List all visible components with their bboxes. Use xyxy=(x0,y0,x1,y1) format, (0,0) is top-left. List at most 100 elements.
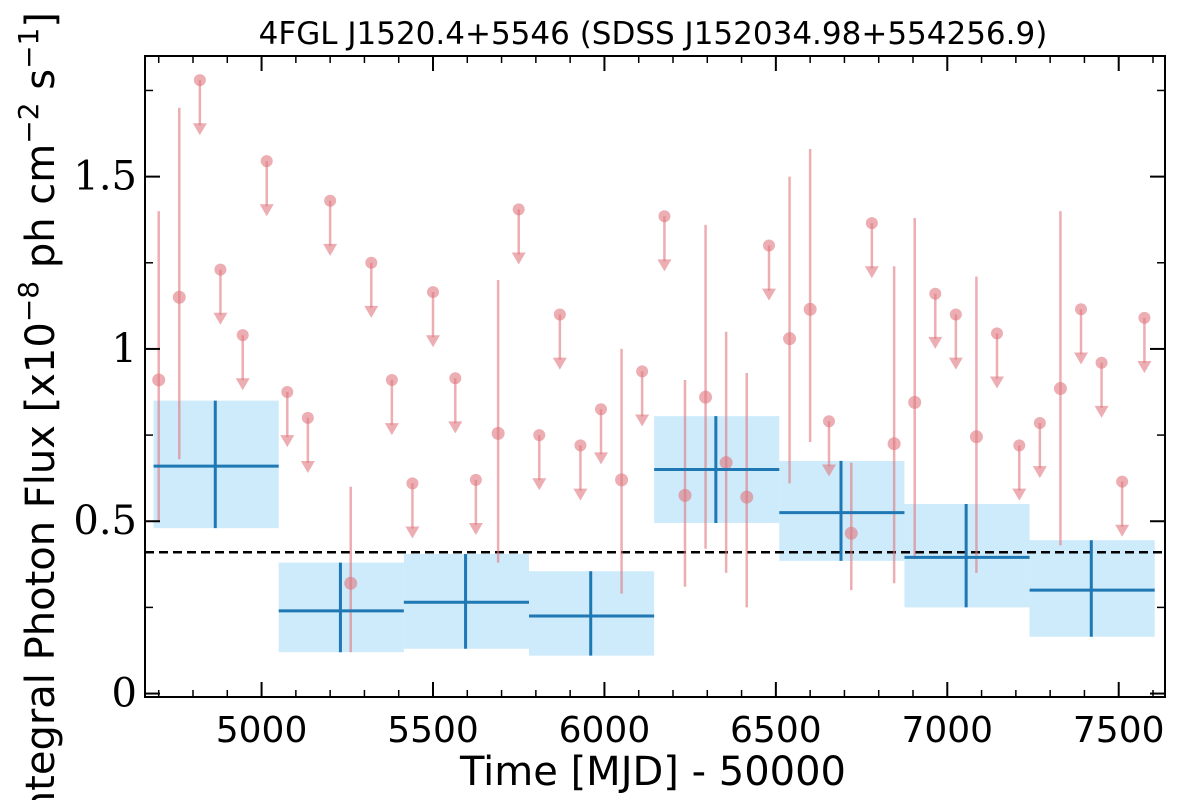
upper-limit-marker xyxy=(214,263,227,276)
upper-limit-marker xyxy=(553,308,566,321)
upper-limit-arrow xyxy=(364,305,379,318)
upper-limit-marker xyxy=(512,203,525,216)
upper-limit-marker xyxy=(1033,417,1046,430)
y-axis-label: Integral Photon Flux [x10−8 ph cm−2 s−1] xyxy=(12,12,64,800)
chart-title: 4FGL J1520.4+5546 (SDSS J152034.98+55425… xyxy=(259,16,1048,52)
fine-point-marker xyxy=(783,332,797,346)
fine-point-marker xyxy=(172,290,186,304)
y-axis-label-exp2: −2 xyxy=(12,102,45,143)
upper-limit-marker xyxy=(595,403,607,416)
y-axis-label-exp3: −1 xyxy=(12,28,45,69)
upper-limit-arrow xyxy=(928,336,943,349)
upper-limit-arrow xyxy=(384,423,399,436)
plot-area xyxy=(145,74,1165,656)
upper-limit-arrow xyxy=(259,204,274,217)
x-tick-label: 5500 xyxy=(387,710,479,751)
upper-limit-marker xyxy=(193,74,206,87)
upper-limit-marker xyxy=(533,429,546,442)
upper-limit-marker xyxy=(385,373,398,386)
fine-point-marker xyxy=(908,395,922,409)
upper-limit-marker xyxy=(301,411,314,424)
y-axis-label-exp1: −8 xyxy=(12,281,45,322)
fine-point-marker xyxy=(615,473,629,487)
upper-limit-marker xyxy=(929,287,942,300)
upper-limit-marker xyxy=(1075,303,1087,316)
upper-limit-marker xyxy=(449,372,462,385)
upper-limit-marker xyxy=(260,155,273,168)
y-tick-label: 1.5 xyxy=(73,154,137,200)
upper-limit-marker xyxy=(991,327,1003,340)
upper-limit-marker xyxy=(574,439,587,452)
y-axis-label-mid: ph cm xyxy=(18,144,64,281)
fine-point-marker xyxy=(678,488,692,502)
axis-ticks: 5000 5500 6000 6500 7000 7500 0 0.5 1 1.5 xyxy=(73,56,1165,751)
upper-limit-marker xyxy=(324,194,337,207)
fine-point-marker xyxy=(1053,382,1067,396)
plot-frame xyxy=(144,55,1166,698)
upper-limit-arrow xyxy=(948,357,963,370)
upper-limit-arrow xyxy=(532,478,547,491)
fine-point-marker xyxy=(803,302,817,316)
fine-point-marker xyxy=(844,526,858,540)
upper-limit-arrow xyxy=(1074,352,1088,365)
upper-limit-arrow xyxy=(192,123,207,136)
upper-limit-marker xyxy=(1095,356,1108,369)
upper-limit-arrow xyxy=(405,526,420,539)
y-tick-label: 0 xyxy=(112,671,137,717)
upper-limit-marker xyxy=(469,473,482,486)
upper-limit-marker xyxy=(427,286,439,299)
upper-limit-arrow xyxy=(280,435,295,448)
x-tick-label: 7500 xyxy=(1073,710,1165,751)
x-tick-label: 5000 xyxy=(216,710,308,751)
upper-limit-arrow xyxy=(468,523,483,536)
upper-limit-arrow xyxy=(511,252,526,265)
upper-limit-arrow xyxy=(426,335,440,348)
fine-point-marker xyxy=(740,490,754,504)
upper-limit-marker xyxy=(281,386,294,399)
fine-point-marker xyxy=(699,390,713,404)
upper-limit-arrow xyxy=(594,452,608,465)
upper-limit-arrow xyxy=(1094,405,1109,418)
upper-limit-arrow xyxy=(552,357,567,370)
fine-point-marker xyxy=(969,430,983,444)
x-axis-label: Time [MJD] - 50000 xyxy=(459,749,846,795)
fine-point-marker xyxy=(344,576,358,590)
fine-point-marker xyxy=(152,373,166,387)
upper-limit-arrow xyxy=(1137,361,1152,374)
x-tick-label: 7000 xyxy=(901,710,993,751)
upper-limit-marker xyxy=(1013,439,1026,452)
x-tick-label: 6000 xyxy=(559,710,651,751)
fine-point-marker xyxy=(887,437,901,451)
upper-limit-arrow xyxy=(213,312,228,325)
fine-point-marker xyxy=(491,426,505,440)
x-tick-label: 6500 xyxy=(730,710,822,751)
y-axis-label-main: Integral Photon Flux [x10 xyxy=(18,322,64,800)
upper-limit-arrow xyxy=(635,414,650,427)
upper-limit-arrow xyxy=(990,376,1004,389)
upper-limit-marker xyxy=(1138,311,1151,324)
upper-limit-arrow xyxy=(1032,466,1047,479)
upper-limit-marker xyxy=(865,217,878,230)
upper-limit-arrow xyxy=(1012,488,1027,501)
upper-limit-arrow xyxy=(573,488,588,501)
upper-limit-marker xyxy=(763,239,775,252)
upper-limit-marker xyxy=(1116,475,1129,488)
upper-limit-arrow xyxy=(762,288,776,301)
upper-limit-arrow xyxy=(235,378,250,391)
upper-limit-marker xyxy=(236,329,249,342)
y-tick-label: 1 xyxy=(112,326,137,372)
upper-limit-marker xyxy=(949,308,962,321)
y-tick-label: 0.5 xyxy=(73,498,137,544)
fine-point-marker xyxy=(719,456,733,470)
y-axis-label-end: ] xyxy=(18,12,64,28)
y-axis-label-s: s xyxy=(18,69,64,103)
upper-limit-arrow xyxy=(323,243,338,256)
upper-limit-arrow xyxy=(657,259,672,272)
upper-limit-arrow xyxy=(300,460,315,473)
upper-limit-marker xyxy=(406,477,419,490)
upper-limit-arrow xyxy=(864,266,879,279)
upper-limit-arrow xyxy=(822,464,836,477)
upper-limit-marker xyxy=(365,256,378,269)
